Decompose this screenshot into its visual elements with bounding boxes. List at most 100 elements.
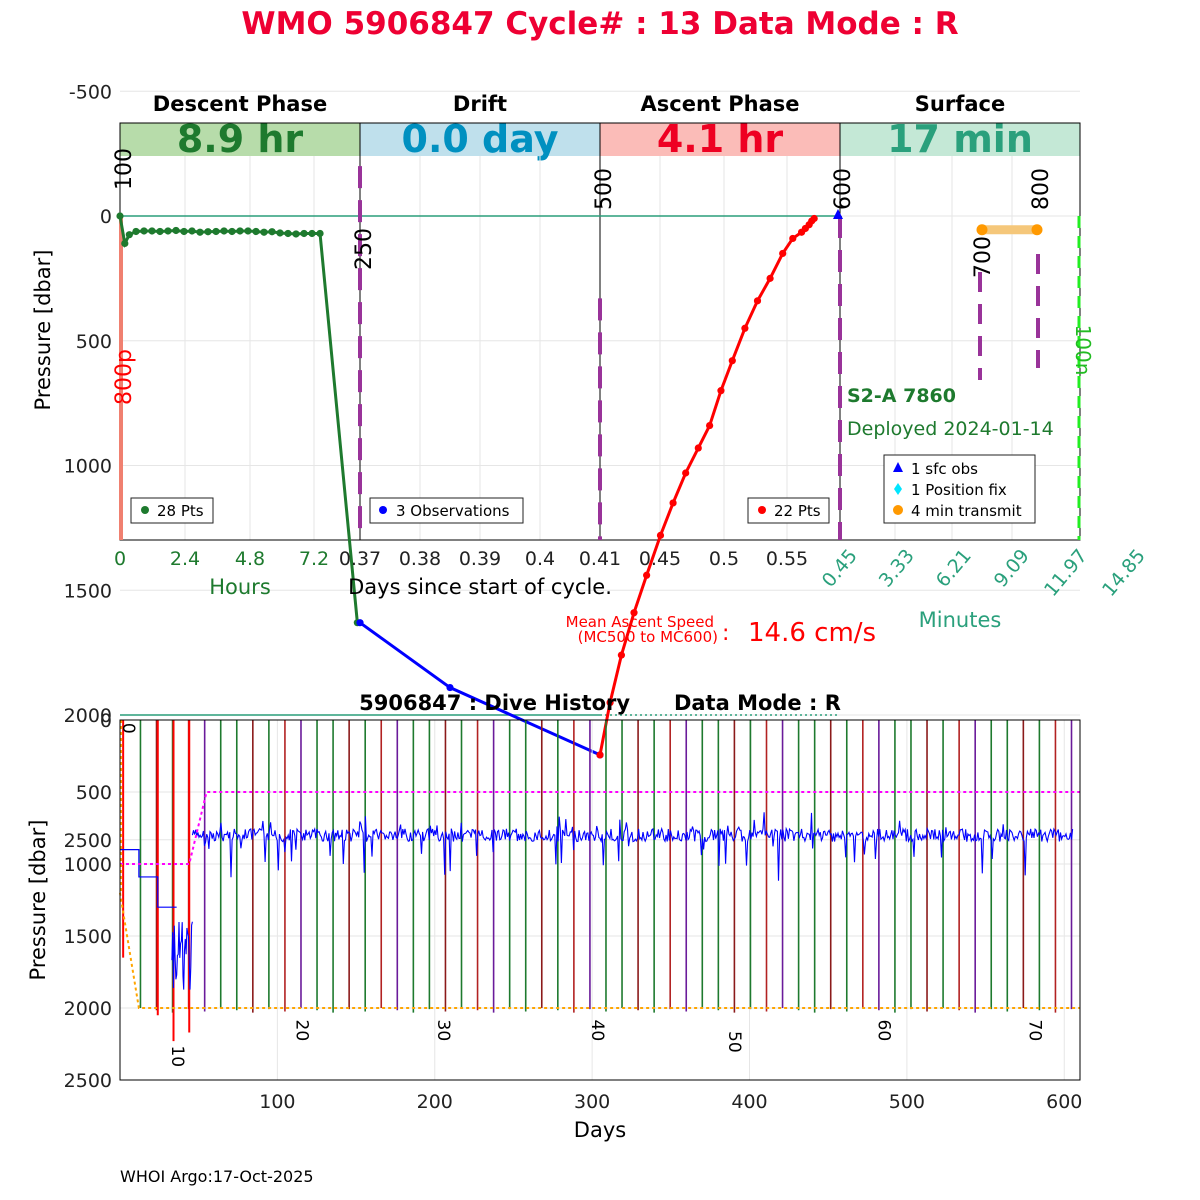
minutes-tick: 9.09 [990, 545, 1034, 592]
drift-line [359, 621, 601, 757]
cycle-number-label: 70 [1025, 1020, 1045, 1042]
ascent-speed-value: 14.6 cm/s [748, 618, 876, 648]
days-tick: 0.39 [459, 548, 501, 570]
days-axis-label: Days since start of cycle. [348, 575, 612, 599]
ascent-speed-separator: : [722, 621, 729, 646]
surface-obs-marker [833, 209, 843, 219]
mission-code-800: 800 [1029, 168, 1054, 210]
mission-code-100: 100 [112, 148, 137, 190]
phase-name-0: Descent Phase [153, 92, 327, 116]
phase-duration-0: 8.9 hr [177, 117, 304, 161]
descent-point [244, 227, 252, 235]
ascent-point [694, 444, 702, 452]
cycle-y-tick: 1000 [64, 456, 112, 478]
phase-duration-2: 4.1 hr [657, 117, 784, 161]
transmit-legend-label: 4 min transmit [911, 502, 1022, 520]
ascent-point [741, 324, 749, 332]
history-frame [119, 719, 1081, 1081]
descent-point [164, 227, 172, 235]
footer-credit: WHOI Argo:17-Oct-2025 [120, 1167, 314, 1186]
history-x-tick: 200 [417, 1091, 453, 1113]
ascent-point [617, 651, 626, 659]
descent-point [156, 227, 164, 236]
history-early-drift [120, 848, 177, 908]
history-x-tick: 100 [259, 1091, 295, 1113]
park-mission-label: 800p [112, 349, 137, 405]
ascent-speed-label-line2: (MC500 to MC600) [578, 628, 718, 646]
ascent-point [706, 421, 714, 430]
days-tick: 0.55 [766, 548, 808, 570]
phase-name-2: Ascent Phase [641, 92, 800, 116]
ascent-point [606, 698, 614, 707]
ascent-point [753, 297, 762, 305]
surface-legend: 1 sfc obs 1 Position fix 4 min transmit [883, 454, 1036, 524]
phase-band-3 [840, 123, 1080, 156]
cycle-frame: 100 250 500 600 700 800 [112, 122, 1081, 716]
descent-point [252, 227, 260, 236]
minutes-tick: 11.97 [1040, 545, 1092, 601]
history-y-tick: 2000 [64, 998, 112, 1020]
descent-point [204, 228, 212, 236]
descent-point [140, 227, 148, 235]
history-y-tick: 500 [76, 782, 112, 804]
dive-history-title: 5906847 : Dive History Data Mode : R [359, 691, 841, 715]
descent-legend: 28 Pts [130, 497, 214, 524]
ascent-speed-label-line1: Mean Ascent Speed [566, 613, 714, 631]
days-tick: 0.38 [399, 548, 441, 570]
descent-point [121, 239, 129, 248]
position-fix-legend-label: 1 Position fix [911, 481, 1007, 499]
ascent-point [766, 274, 774, 282]
surface-obs-legend-label: 1 sfc obs [911, 460, 978, 478]
descent-point [212, 227, 220, 236]
history-y-tick: 2500 [64, 1070, 112, 1092]
ascent-point [810, 214, 818, 223]
drift-legend: 3 Observations [369, 497, 524, 524]
history-y-axis-label: Pressure [dbar] [26, 820, 50, 981]
deployment-date: Deployed 2024-01-14 [847, 418, 1054, 440]
ascent-point [669, 499, 677, 507]
descent-point [308, 229, 316, 238]
descent-point [316, 229, 324, 238]
mission-code-500: 500 [592, 168, 617, 210]
cycle-number-label: 0 [118, 723, 138, 734]
minutes-axis-label: Minutes [919, 608, 1002, 632]
descent-point [220, 227, 228, 235]
history-drift-band [191, 812, 1074, 881]
ascent-point [596, 751, 604, 759]
hours-tick: 4.8 [235, 548, 265, 570]
history-x-tick: 600 [1046, 1091, 1082, 1113]
ascent-legend: 22 Pts [747, 497, 830, 524]
descent-point [284, 229, 292, 238]
history-x-tick: 300 [574, 1091, 610, 1113]
float-model: S2-A 7860 [847, 385, 956, 407]
cycle-number-label: 40 [587, 1020, 607, 1042]
days-tick: 0.4 [525, 548, 555, 570]
history-tick-labels: 0 500 1000 1500 2000 2500 100 200 300 400 500 600 0 1… [64, 710, 1083, 1113]
descent-point [148, 227, 156, 235]
minutes-tick: 14.85 [1098, 545, 1150, 601]
cycle-number-label: 50 [724, 1031, 744, 1053]
descent-point [292, 230, 300, 238]
history-plot-border [119, 719, 1081, 1081]
hours-tick: 7.2 [299, 548, 329, 570]
descent-point [300, 229, 308, 238]
history-x-tick: 500 [889, 1091, 925, 1113]
hours-tick: 2.4 [170, 548, 200, 570]
cycle-data [116, 209, 1043, 759]
cycle-number-label: 60 [874, 1020, 894, 1042]
descent-legend-label: 28 Pts [157, 502, 204, 520]
descent-point [132, 227, 140, 236]
descent-point [276, 229, 284, 237]
cycle-y-axis-label: Pressure [dbar] [31, 250, 55, 411]
descent-point [196, 228, 204, 236]
phase-duration-1: 0.0 day [402, 117, 559, 161]
descent-point [260, 228, 268, 236]
ascent-point [717, 387, 725, 395]
phase-duration-3: 17 min [887, 117, 1033, 161]
phase-band-1 [360, 123, 600, 156]
descent-point [125, 231, 133, 239]
cycle-number-label: 10 [167, 1045, 187, 1067]
cycle-y-tick: 500 [76, 331, 112, 353]
